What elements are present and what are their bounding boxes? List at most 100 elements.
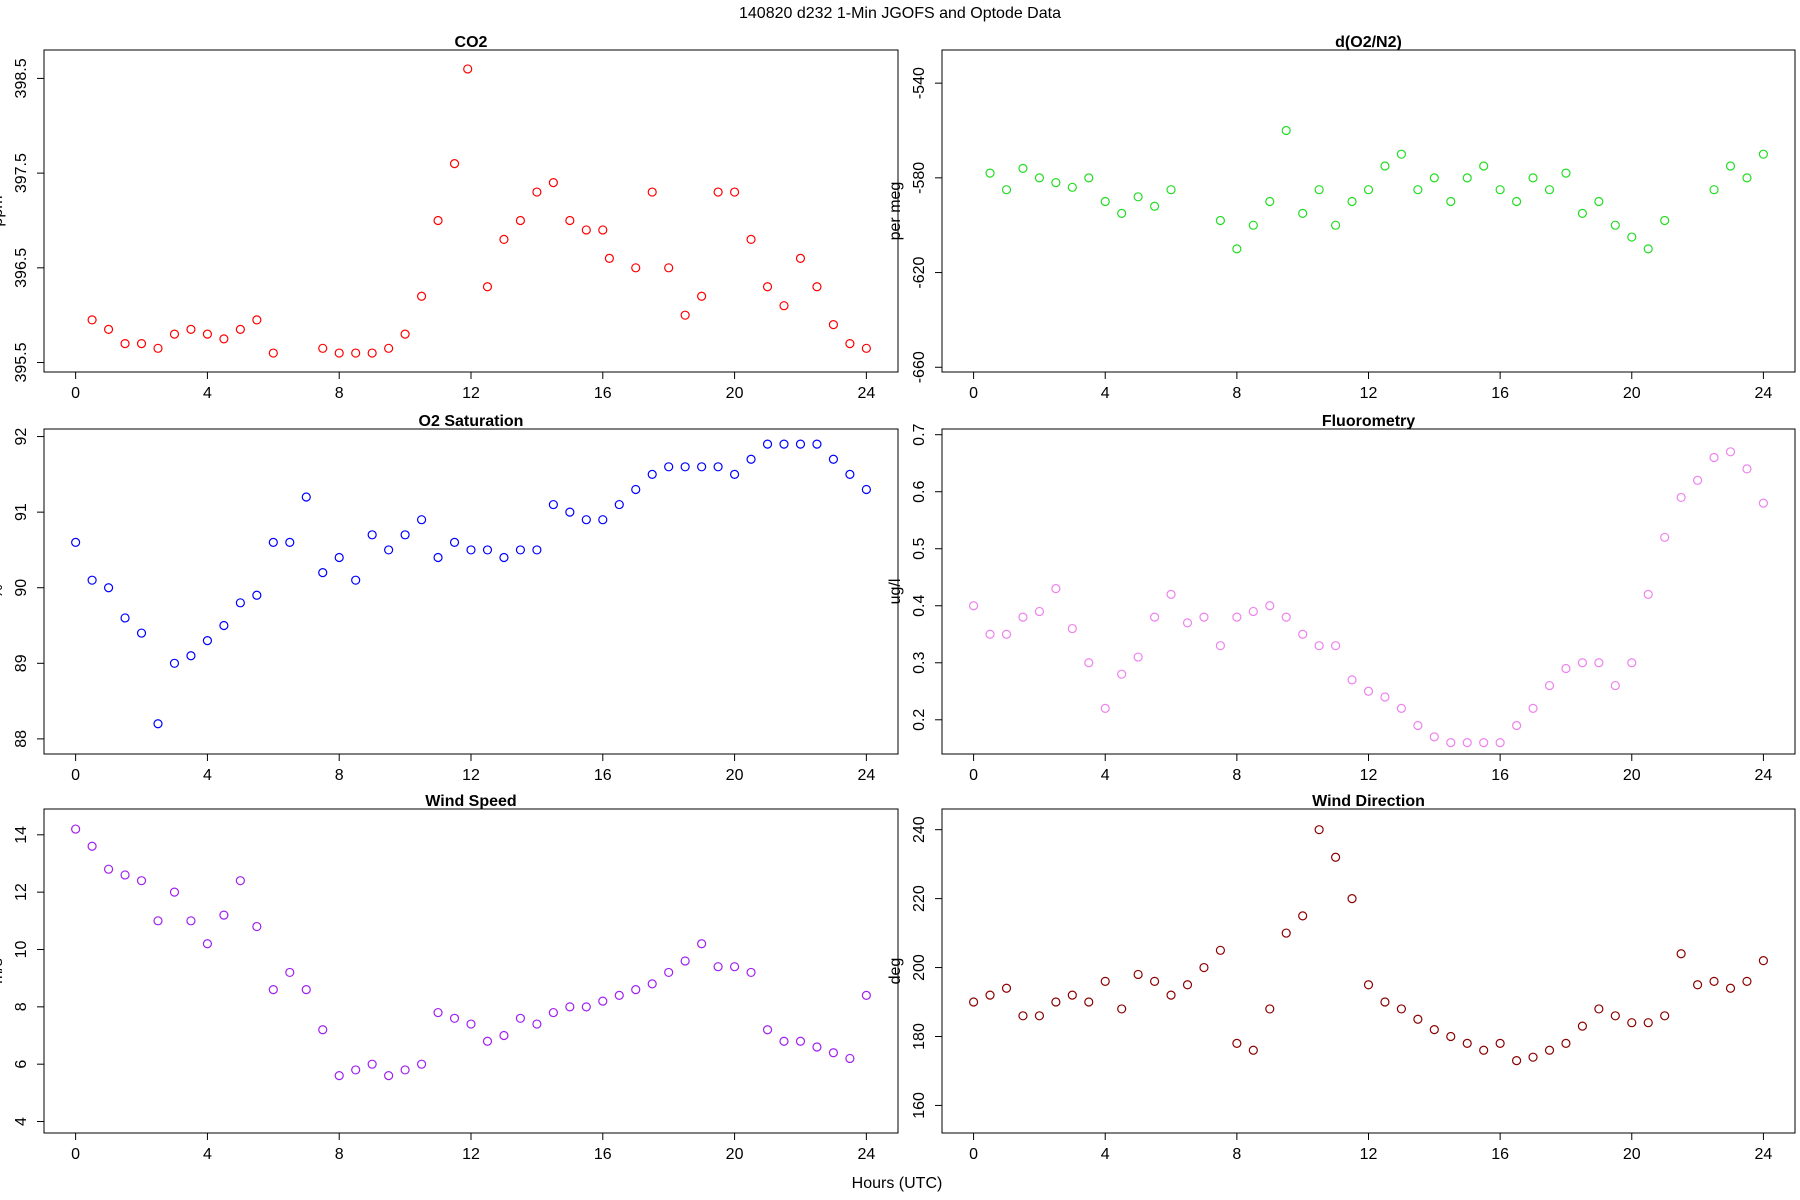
data-point: [1577, 1021, 1588, 1031]
data-point: [795, 1036, 806, 1046]
plot-frame: [941, 428, 1796, 755]
data-point: [1462, 1038, 1472, 1048]
data-point: [103, 583, 114, 593]
data-point: [1413, 185, 1423, 195]
data-point: [87, 575, 97, 585]
data-point: [1166, 589, 1176, 599]
data-point: [1511, 720, 1522, 731]
data-point: [1314, 185, 1324, 195]
y-tick-label: 0.7: [911, 423, 928, 445]
y-tick-label: 8: [13, 1002, 30, 1011]
data-point: [71, 537, 81, 547]
x-tick-label: 20: [1623, 767, 1641, 784]
data-point: [384, 545, 394, 555]
data-point: [103, 324, 114, 334]
data-point: [186, 651, 196, 661]
data-point: [1018, 1011, 1028, 1021]
data-point: [1594, 196, 1604, 207]
data-point: [1446, 196, 1456, 207]
x-tick-label: 0: [71, 767, 80, 784]
data-point: [499, 234, 509, 245]
data-point: [334, 552, 344, 563]
data-point: [729, 187, 740, 197]
data-point: [285, 967, 295, 978]
data-point: [186, 324, 196, 334]
data-point: [87, 841, 97, 851]
data-point: [631, 985, 641, 995]
y-tick-label: 12: [13, 883, 30, 901]
y-tick-label: 88: [13, 730, 30, 748]
data-point: [1479, 737, 1489, 748]
data-point: [1709, 452, 1719, 463]
y-axis-label: deg: [887, 958, 904, 985]
data-point: [1001, 983, 1012, 993]
data-point: [680, 462, 690, 472]
data-point: [268, 348, 278, 358]
data-point: [367, 1059, 377, 1069]
data-point: [581, 1002, 591, 1012]
data-point: [120, 338, 130, 349]
data-point: [301, 492, 311, 502]
data-point: [449, 159, 460, 169]
data-point: [449, 1013, 460, 1023]
data-point: [416, 1059, 427, 1069]
data-point: [680, 956, 690, 966]
data-point: [1018, 612, 1028, 622]
data-point: [1561, 168, 1571, 178]
data-point: [1248, 220, 1258, 230]
data-point: [1330, 220, 1341, 230]
data-point: [1298, 208, 1308, 218]
data-point: [1281, 928, 1291, 938]
y-tick-label: 240: [911, 816, 928, 843]
x-tick-label: 16: [594, 385, 612, 402]
data-point: [845, 469, 855, 479]
y-tick-label: 4: [13, 1117, 30, 1126]
data-point: [1314, 825, 1324, 835]
data-point: [1100, 976, 1110, 986]
data-point: [845, 1053, 855, 1064]
data-point: [1265, 1004, 1275, 1014]
data-point: [515, 545, 526, 555]
data-point: [1034, 173, 1045, 183]
data-point: [1133, 652, 1143, 662]
data-point: [1215, 215, 1226, 226]
data-point: [433, 215, 443, 226]
page-title: 140820 d232 1-Min JGOFS and Optode Data: [739, 5, 1061, 22]
x-tick-label: 8: [335, 1146, 344, 1163]
data-point: [1281, 125, 1291, 136]
data-point: [384, 343, 394, 353]
x-tick-label: 16: [1491, 767, 1509, 784]
data-point: [1232, 612, 1242, 622]
data-point: [532, 545, 542, 555]
data-point: [1182, 980, 1193, 990]
data-point: [1199, 612, 1209, 622]
panel-title: O2 Saturation: [419, 413, 524, 430]
data-point: [762, 1025, 773, 1035]
data-point: [565, 215, 575, 226]
data-point: [1528, 1052, 1538, 1062]
data-point: [1660, 532, 1670, 542]
x-tick-label: 4: [203, 385, 212, 402]
data-point: [614, 990, 624, 1000]
data-point: [614, 499, 624, 510]
x-tick-label: 0: [71, 385, 80, 402]
data-point: [1758, 956, 1769, 966]
data-point: [968, 997, 979, 1007]
data-point: [235, 876, 245, 886]
data-point: [1528, 703, 1538, 713]
y-axis-label: %: [0, 584, 6, 598]
data-point: [463, 64, 473, 74]
data-point: [482, 1036, 493, 1046]
data-point: [968, 601, 979, 611]
data-point: [1051, 584, 1061, 594]
data-point: [1363, 185, 1374, 195]
data-point: [219, 620, 229, 631]
data-point: [301, 985, 311, 995]
data-point: [779, 439, 789, 449]
data-point: [746, 967, 756, 978]
data-point: [1084, 173, 1094, 183]
data-point: [1643, 244, 1653, 254]
data-point: [532, 187, 542, 197]
data-point: [1758, 149, 1769, 159]
data-point: [153, 343, 163, 353]
